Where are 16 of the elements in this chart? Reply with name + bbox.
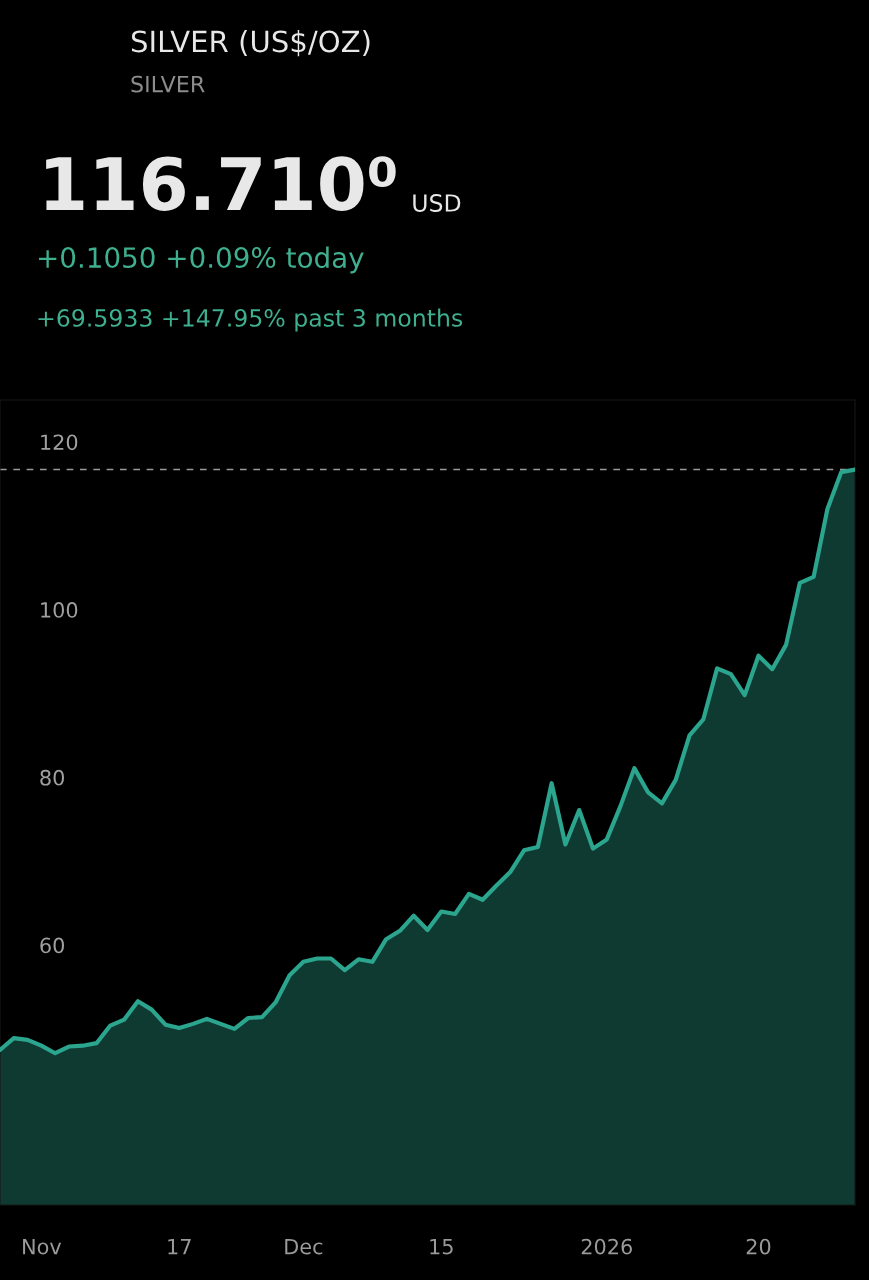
text: 116.710⁰ — [46, 156, 396, 211]
y-tick-label: 80 — [40, 769, 65, 786]
text: USD — [413, 194, 461, 212]
chart-title: SILVER (US$/OZ) — [131, 29, 370, 57]
text: +0.1050 +0.09% today — [38, 246, 364, 274]
x-tick-label: 17 — [168, 1238, 191, 1255]
chart-subtitle: SILVER — [131, 75, 205, 93]
y-tick-label: 100 — [41, 602, 78, 618]
x-tick-label: 20 — [746, 1238, 771, 1255]
y-tick-label: 120 — [41, 434, 78, 451]
x-tick-label: 2026 — [581, 1238, 632, 1255]
x-tick-label: Nov — [23, 1238, 62, 1255]
x-tick-label: Dec — [285, 1238, 323, 1255]
text: +69.5933 +147.95% past 3 months — [38, 308, 463, 332]
y-tick-label: 60 — [40, 937, 65, 954]
x-tick-label: 15 — [430, 1238, 453, 1255]
